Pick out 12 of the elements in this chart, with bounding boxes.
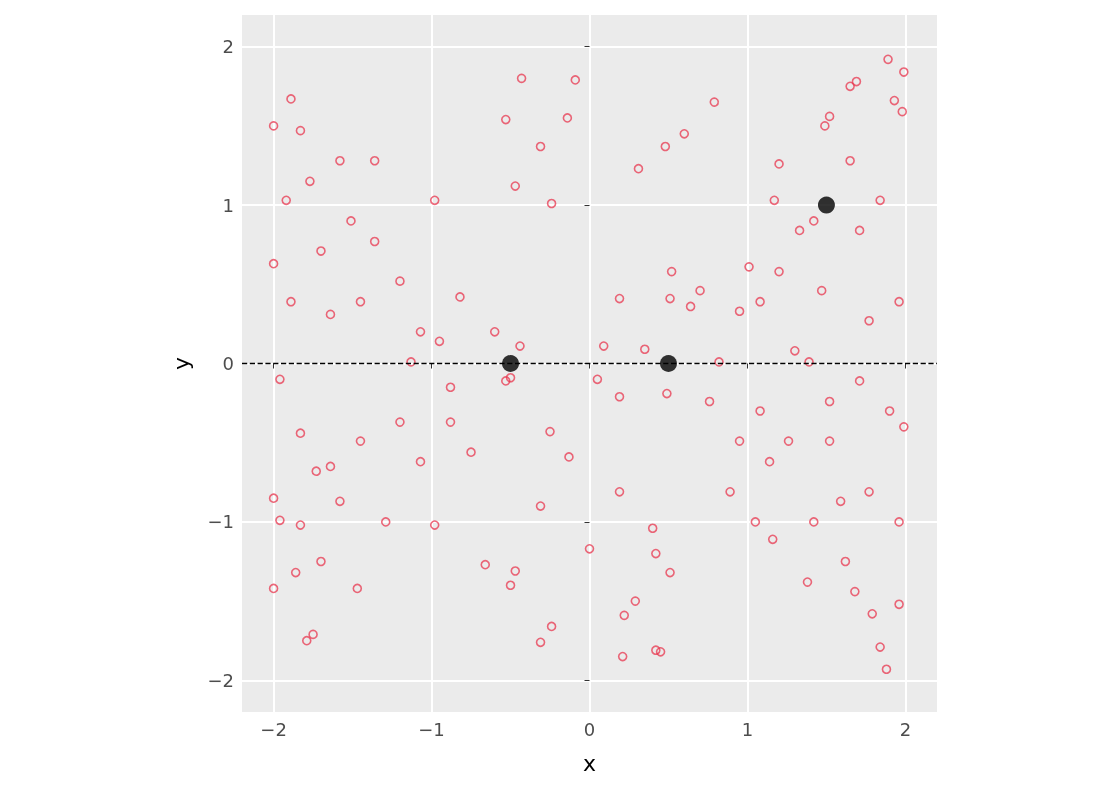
- y-tick-label: −2: [207, 669, 234, 691]
- y-tick-label: 0: [222, 353, 234, 374]
- y-tick-label: −1: [207, 511, 234, 533]
- x-tick-label: −1: [418, 718, 445, 740]
- x-tick-label: −2: [260, 718, 287, 740]
- y-tick-label: 1: [222, 194, 234, 216]
- x-axis-title: x: [582, 750, 597, 776]
- y-tick-label: 2: [222, 36, 234, 58]
- x-tick-label: 2: [899, 718, 912, 740]
- x-tick-label: 1: [741, 718, 754, 740]
- y-axis-title: y: [168, 356, 194, 371]
- x-tick-label: 0: [583, 718, 596, 740]
